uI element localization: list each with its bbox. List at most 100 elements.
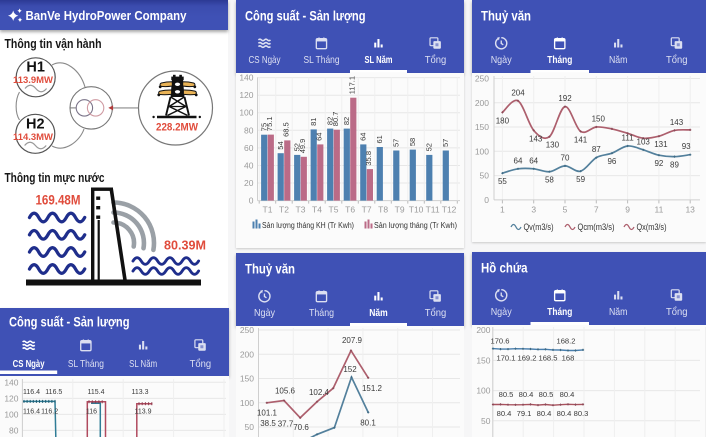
svg-text:54: 54 (276, 141, 285, 149)
svg-text:T6: T6 (345, 205, 355, 215)
svg-text:169.2: 169.2 (517, 354, 536, 363)
svg-text:80.5: 80.5 (499, 390, 514, 399)
svg-text:79.1: 79.1 (517, 409, 532, 418)
svg-text:143: 143 (529, 134, 543, 143)
svg-text:BanVe HydroPower Company: BanVe HydroPower Company (26, 8, 188, 23)
svg-text:35.8: 35.8 (364, 151, 373, 166)
svg-text:SL Tháng: SL Tháng (304, 54, 340, 66)
svg-text:192: 192 (558, 94, 572, 103)
svg-text:81: 81 (309, 118, 318, 126)
svg-text:143: 143 (670, 118, 684, 127)
svg-text:141: 141 (574, 135, 588, 144)
svg-text:Năm: Năm (369, 307, 388, 319)
svg-text:9: 9 (625, 205, 630, 215)
svg-text:0: 0 (484, 195, 489, 205)
svg-text:116.4: 116.4 (23, 389, 40, 396)
svg-text:75.1: 75.1 (265, 116, 274, 131)
svg-text:7: 7 (594, 205, 599, 215)
svg-text:169.48M: 169.48M (36, 193, 81, 208)
svg-text:116: 116 (86, 409, 97, 416)
svg-text:57: 57 (391, 139, 400, 147)
svg-text:49.9: 49.9 (298, 139, 307, 154)
svg-text:37.7: 37.7 (278, 420, 294, 429)
svg-text:80.4: 80.4 (519, 390, 534, 399)
svg-text:H2: H2 (26, 117, 45, 133)
svg-text:80.4: 80.4 (557, 409, 572, 418)
svg-text:58: 58 (408, 138, 417, 146)
svg-text:H1: H1 (26, 60, 45, 76)
svg-text:103: 103 (637, 137, 651, 146)
svg-text:0: 0 (249, 196, 254, 206)
svg-text:80: 80 (9, 425, 19, 435)
svg-text:Tổng: Tổng (666, 306, 688, 318)
svg-text:Tổng: Tổng (425, 54, 447, 66)
svg-text:T7: T7 (362, 205, 372, 215)
svg-text:168: 168 (562, 354, 575, 363)
svg-text:80.1: 80.1 (360, 419, 376, 428)
svg-text:40: 40 (244, 161, 254, 171)
svg-text:200: 200 (240, 349, 254, 359)
svg-text:150: 150 (240, 374, 254, 384)
svg-text:140: 140 (239, 73, 253, 83)
svg-text:93: 93 (682, 142, 691, 151)
svg-text:115.4: 115.4 (88, 389, 105, 396)
svg-text:116.4: 116.4 (23, 409, 40, 416)
svg-text:Tháng: Tháng (309, 307, 334, 319)
svg-text:170.6: 170.6 (490, 337, 509, 346)
svg-text:120: 120 (4, 393, 18, 403)
svg-text:Tổng: Tổng (666, 54, 688, 66)
svg-text:150: 150 (592, 115, 606, 124)
svg-text:80: 80 (244, 125, 254, 135)
svg-text:82: 82 (325, 117, 334, 125)
svg-text:T9: T9 (395, 205, 405, 215)
svg-text:Thuỷ văn: Thuỷ văn (245, 262, 295, 277)
svg-text:Sản lượng tháng KH (Tr Kwh): Sản lượng tháng KH (Tr Kwh) (262, 221, 354, 230)
svg-text:T8: T8 (378, 205, 388, 215)
svg-text:89: 89 (670, 161, 679, 170)
svg-text:52: 52 (292, 143, 301, 151)
svg-text:100: 100 (240, 398, 254, 408)
svg-text:64: 64 (314, 133, 323, 141)
svg-text:180: 180 (496, 116, 510, 125)
svg-text:SL Tháng: SL Tháng (68, 358, 104, 370)
svg-text:96: 96 (607, 157, 616, 166)
svg-text:CS Ngày: CS Ngày (249, 54, 282, 66)
svg-text:Công suất - Sản lượng: Công suất - Sản lượng (9, 315, 130, 330)
svg-text:Thông tin mực nước: Thông tin mực nước (5, 170, 105, 185)
svg-text:SL Năm: SL Năm (129, 358, 157, 370)
svg-text:T4: T4 (312, 205, 322, 215)
svg-text:Tổng: Tổng (190, 358, 212, 370)
svg-text:64: 64 (358, 133, 367, 141)
svg-text:Năm: Năm (609, 54, 628, 66)
svg-text:Công suất - Sản lượng: Công suất - Sản lượng (245, 9, 366, 24)
svg-text:SL Năm: SL Năm (365, 54, 393, 66)
svg-text:Thuỷ văn: Thuỷ văn (481, 9, 531, 24)
svg-text:80.4: 80.4 (497, 409, 512, 418)
svg-text:80.4: 80.4 (560, 390, 575, 399)
svg-text:150: 150 (475, 122, 489, 132)
svg-text:57: 57 (441, 139, 450, 147)
svg-text:114.3MW: 114.3MW (13, 132, 53, 143)
svg-text:13: 13 (685, 205, 695, 215)
svg-text:116.5: 116.5 (45, 389, 62, 396)
svg-text:Sản lượng tháng (Tr Kwh): Sản lượng tháng (Tr Kwh) (374, 221, 457, 230)
svg-text:152: 152 (343, 365, 357, 374)
svg-text:11: 11 (654, 205, 663, 215)
svg-text:Qv(m3/s): Qv(m3/s) (524, 222, 554, 232)
svg-text:80.3: 80.3 (574, 409, 589, 418)
svg-text:61: 61 (375, 135, 384, 143)
svg-text:Ngày: Ngày (491, 306, 513, 318)
svg-text:80.7: 80.7 (331, 112, 340, 127)
svg-text:64: 64 (514, 156, 523, 165)
svg-text:80.39M: 80.39M (164, 239, 206, 253)
svg-text:T11: T11 (426, 205, 440, 215)
svg-text:151.2: 151.2 (362, 384, 383, 393)
svg-text:59: 59 (576, 175, 585, 184)
svg-text:5: 5 (563, 205, 568, 215)
svg-text:38.5: 38.5 (260, 419, 276, 428)
svg-text:75: 75 (259, 123, 268, 131)
svg-text:20: 20 (244, 178, 254, 188)
svg-text:Tháng: Tháng (547, 306, 572, 318)
svg-text:T10: T10 (409, 205, 424, 215)
svg-text:200: 200 (476, 325, 490, 335)
